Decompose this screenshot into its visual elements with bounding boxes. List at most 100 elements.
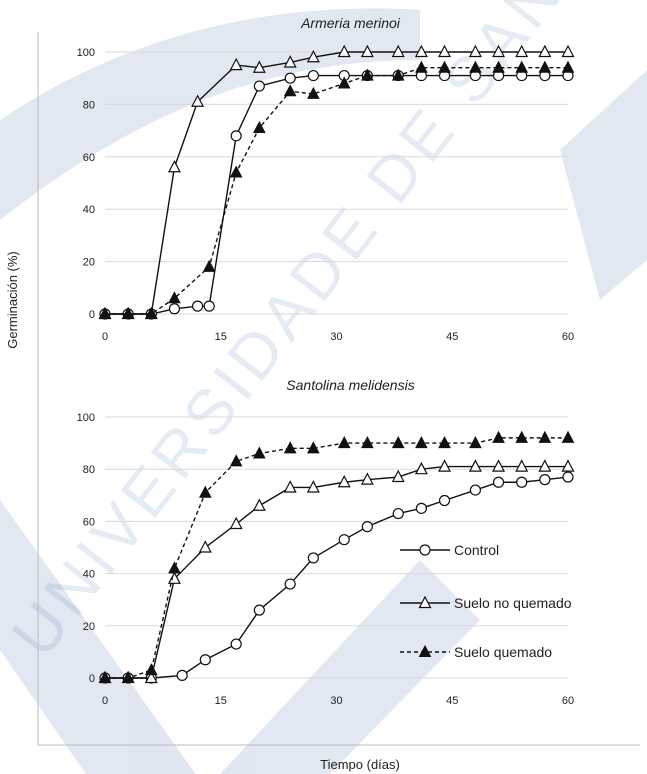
data-point — [168, 291, 181, 304]
data-point — [492, 44, 506, 58]
data-point — [391, 436, 405, 449]
y-tick-label: 20 — [83, 621, 95, 633]
data-point — [121, 306, 135, 319]
y-tick-label: 60 — [83, 152, 95, 164]
x-axis-label: Tiempo (días) — [320, 757, 400, 772]
x-tick-label: 0 — [102, 331, 108, 343]
data-point — [199, 654, 211, 666]
data-point — [307, 441, 320, 454]
data-point — [307, 86, 320, 99]
data-point — [252, 498, 266, 511]
data-point — [492, 430, 505, 443]
panel-title: Armeria merinoi — [300, 15, 401, 31]
legend-marker — [419, 544, 431, 556]
data-point — [391, 44, 405, 58]
data-point — [203, 300, 215, 312]
data-point — [538, 430, 552, 443]
series-suelo-quemado — [98, 430, 575, 683]
data-point — [98, 306, 112, 319]
panel-santolina: Santolina melidensis 0 20 40 60 80 100 0 15 30 45 6… — [77, 377, 575, 707]
data-point — [361, 436, 374, 449]
data-point — [144, 306, 158, 319]
data-point — [562, 471, 574, 483]
data-point — [538, 459, 552, 472]
data-point — [252, 60, 266, 73]
data-point — [230, 638, 242, 650]
data-point — [253, 120, 266, 133]
data-point — [392, 507, 404, 520]
y-tick-label: 40 — [83, 204, 95, 216]
data-point — [176, 669, 188, 681]
y-tick-label: 80 — [83, 99, 95, 111]
data-point — [338, 534, 350, 546]
data-point — [469, 484, 481, 496]
data-point — [492, 476, 505, 488]
y-tick-label: 0 — [89, 309, 95, 321]
x-tick-label: 45 — [446, 331, 458, 343]
y-tick-label: 60 — [83, 516, 95, 528]
data-point — [121, 670, 135, 683]
data-point — [229, 516, 243, 530]
data-point — [414, 44, 428, 58]
legend-item: Suelo no quemado — [400, 595, 572, 611]
x-tick-label: 0 — [102, 695, 108, 707]
data-point — [415, 436, 428, 449]
data-point — [198, 540, 212, 553]
y-tick-label: 100 — [77, 47, 95, 59]
data-point — [283, 441, 297, 454]
y-tick-label: 80 — [83, 464, 95, 476]
data-point — [539, 474, 551, 486]
data-point — [192, 300, 204, 312]
data-point — [284, 72, 296, 84]
data-point — [253, 80, 265, 92]
data-point — [438, 494, 451, 507]
data-point — [492, 459, 506, 472]
data-point — [438, 44, 452, 58]
data-point — [337, 76, 351, 89]
data-point — [438, 459, 452, 472]
data-point — [468, 44, 482, 58]
data-point — [561, 44, 575, 58]
data-point — [561, 459, 575, 472]
data-point — [515, 60, 529, 73]
data-point — [337, 44, 351, 58]
data-point — [415, 60, 428, 73]
data-point — [360, 44, 374, 58]
panel-title: Santolina melidensis — [286, 377, 414, 393]
y-tick-label: 40 — [83, 569, 95, 581]
x-tick-label: 45 — [446, 695, 458, 707]
y-tick-label: 20 — [83, 257, 95, 269]
data-point — [515, 44, 529, 58]
legend-item: Control — [400, 542, 499, 558]
data-point — [144, 670, 158, 684]
data-point — [229, 57, 243, 71]
data-point — [306, 49, 320, 63]
data-point — [230, 130, 242, 142]
legend-label: Control — [454, 542, 499, 558]
x-tick-label: 30 — [330, 695, 342, 707]
data-point — [307, 69, 319, 82]
data-point — [168, 561, 181, 574]
data-point — [284, 578, 296, 590]
data-point — [515, 430, 529, 443]
data-point — [306, 480, 320, 493]
data-point — [283, 480, 297, 493]
x-tick-label: 15 — [215, 695, 227, 707]
panel-armeria: Armeria merinoi 0 20 40 60 80 100 0 15 30 45 60 — [77, 15, 575, 343]
data-point — [283, 55, 297, 68]
data-point — [144, 663, 158, 676]
data-point — [360, 472, 374, 485]
data-point — [283, 84, 297, 97]
data-point — [468, 459, 482, 472]
data-point — [515, 459, 529, 472]
data-point — [198, 485, 212, 498]
data-point — [469, 436, 482, 449]
data-point — [391, 469, 405, 483]
data-point — [361, 68, 374, 81]
data-point — [168, 303, 181, 315]
x-tick-label: 60 — [562, 331, 574, 343]
data-point — [538, 60, 552, 73]
data-point — [561, 60, 575, 73]
data-point — [98, 670, 112, 683]
